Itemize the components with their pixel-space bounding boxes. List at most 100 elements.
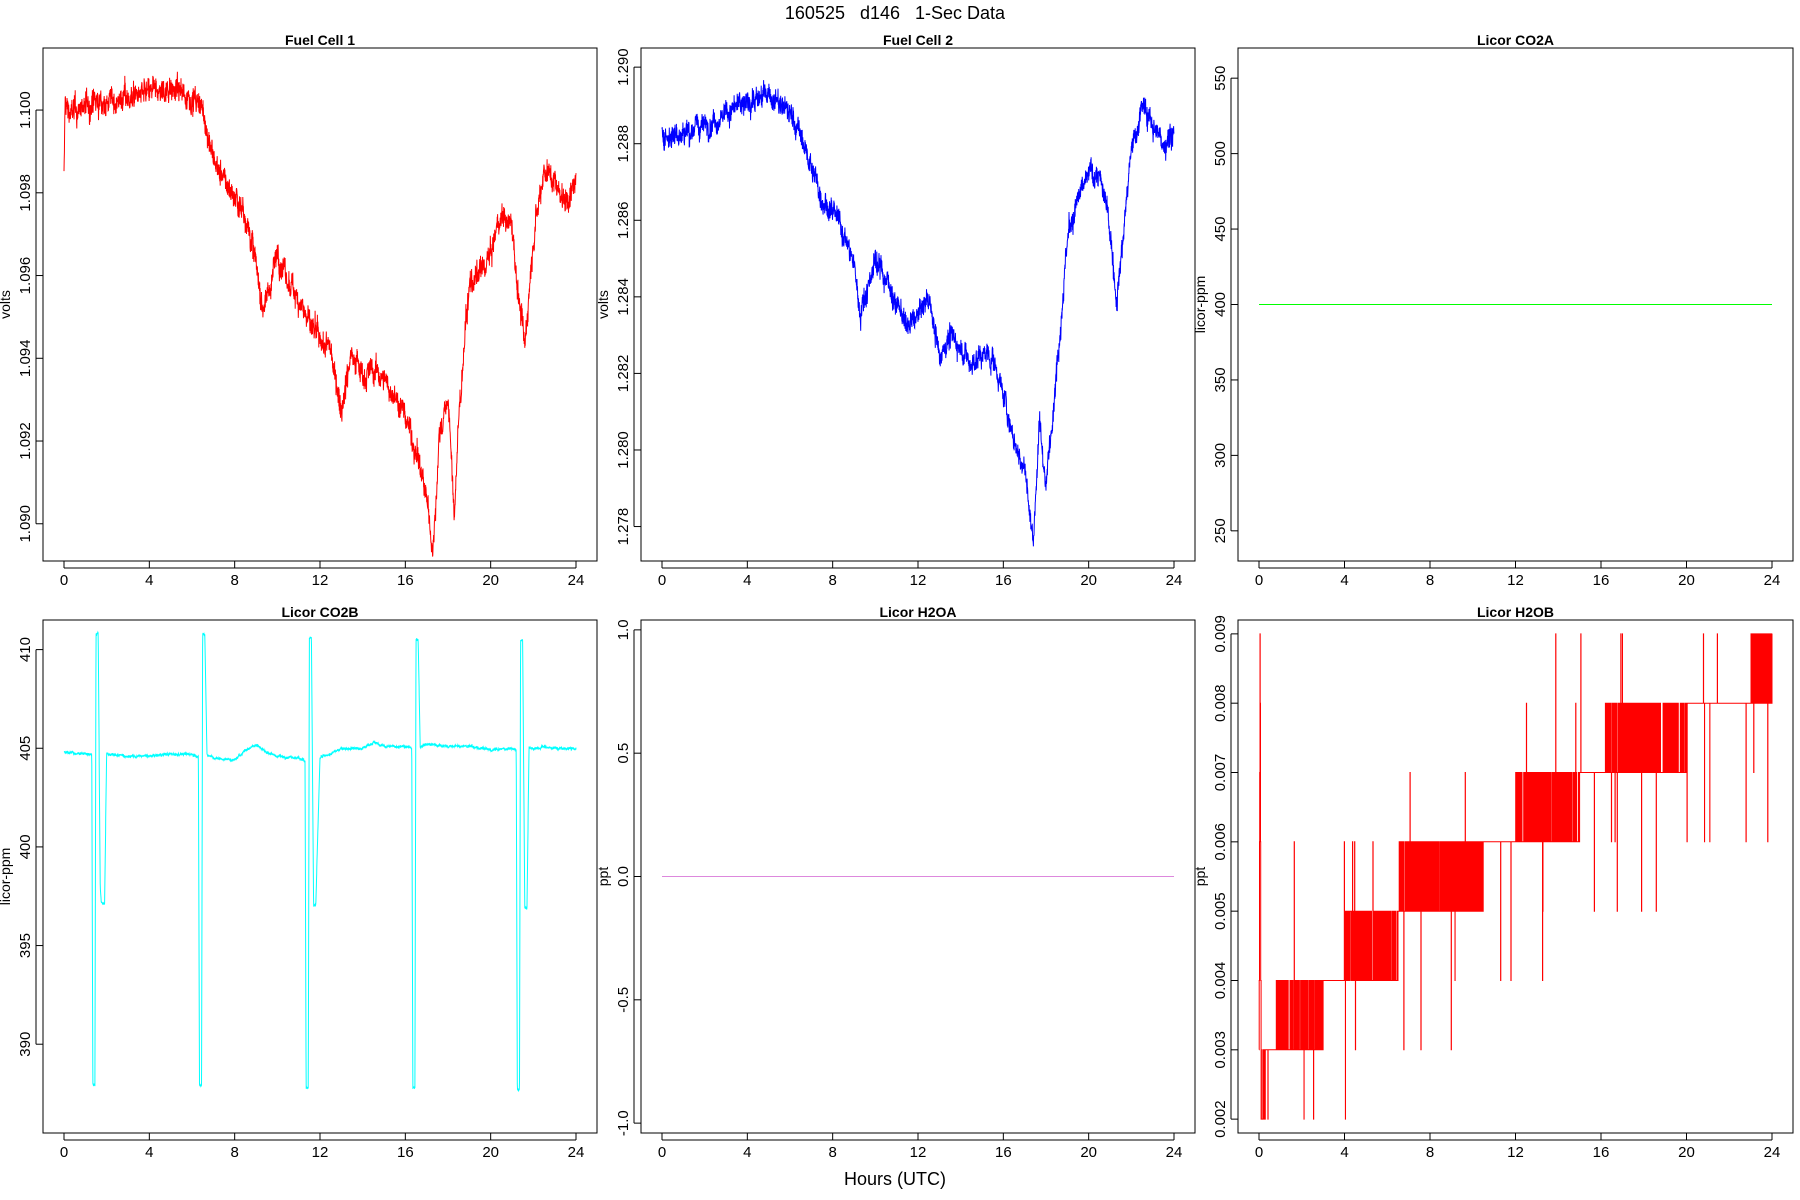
plot-frame — [1237, 619, 1794, 1134]
chart-title: Licor H2OB — [1477, 604, 1554, 620]
series-line — [661, 80, 1175, 547]
x-tick-label: 8 — [828, 1144, 836, 1161]
y-tick-label: 1.0 — [615, 619, 632, 640]
x-tick-label: 4 — [145, 1144, 153, 1161]
x-tick-label: 24 — [1166, 572, 1183, 589]
series-line — [1258, 633, 1773, 1120]
y-tick-label: 1.286 — [615, 202, 632, 240]
y-tick-label: 0.005 — [1212, 892, 1229, 930]
x-tick-label: 0 — [60, 1144, 68, 1161]
x-tick-label: 4 — [743, 1144, 751, 1161]
x-tick-label: 8 — [1426, 572, 1434, 589]
x-tick-label: 4 — [145, 572, 153, 589]
x-tick-label: 0 — [658, 572, 666, 589]
chart-title: Licor CO2B — [281, 604, 358, 620]
x-tick-label: 12 — [1507, 1144, 1524, 1161]
chart-title: Licor H2OA — [879, 604, 956, 620]
y-axis-label: volts — [595, 290, 611, 319]
x-tick-label: 20 — [1678, 572, 1695, 589]
series-line — [63, 71, 577, 557]
chart-panel-1: Fuel Cell 1 volts 0 4 8 12 16 20 24 1.090 1.092 1.0… — [0, 32, 598, 589]
x-tick-label: 24 — [568, 1144, 585, 1161]
series-line — [63, 630, 577, 1093]
x-tick-label: 20 — [1080, 572, 1097, 589]
y-tick-label: 405 — [17, 736, 34, 761]
chart-panel-3: Licor CO2A licor-ppm 0 4 8 12 16 20 24 250 300 350 4… — [1192, 32, 1794, 589]
y-tick-label: 1.090 — [17, 505, 34, 543]
y-tick-label: 250 — [1212, 518, 1229, 543]
chart-title: Licor CO2A — [1477, 32, 1554, 48]
x-tick-label: 16 — [397, 1144, 414, 1161]
x-tick-label: 8 — [230, 1144, 238, 1161]
y-tick-label: 500 — [1212, 141, 1229, 166]
y-tick-label: 1.282 — [615, 355, 632, 393]
x-tick-label: 16 — [1593, 572, 1610, 589]
plot-frame — [42, 619, 598, 1134]
y-tick-label: 0.0 — [615, 866, 632, 887]
y-tick-label: 0.004 — [1212, 962, 1229, 1000]
x-tick-label: 16 — [397, 572, 414, 589]
y-tick-label: 300 — [1212, 443, 1229, 468]
y-tick-label: 0.006 — [1212, 823, 1229, 861]
x-tick-label: 8 — [230, 572, 238, 589]
y-tick-label: 400 — [17, 834, 34, 859]
y-tick-label: 0.009 — [1212, 615, 1229, 653]
x-tick-label: 12 — [312, 572, 329, 589]
x-tick-label: 4 — [1340, 1144, 1348, 1161]
x-tick-label: 24 — [1764, 1144, 1781, 1161]
y-tick-label: 0.5 — [615, 743, 632, 764]
x-tick-label: 4 — [743, 572, 751, 589]
y-axis-label: ppt — [595, 867, 611, 887]
y-tick-label: 410 — [17, 637, 34, 662]
x-tick-label: 0 — [1255, 1144, 1263, 1161]
y-tick-label: 1.096 — [17, 257, 34, 295]
y-tick-label: 395 — [17, 933, 34, 958]
figure-xlabel: Hours (UTC) — [844, 1169, 946, 1189]
x-tick-label: 0 — [1255, 572, 1263, 589]
x-tick-label: 16 — [1593, 1144, 1610, 1161]
x-tick-label: 12 — [312, 1144, 329, 1161]
chart-panel-4: Licor CO2B licor-ppm 0 4 8 12 16 20 24 390 395 400 4… — [0, 604, 598, 1161]
figure-suptitle: 160525 d146 1-Sec Data — [785, 3, 1006, 23]
y-tick-label: 400 — [1212, 292, 1229, 317]
x-tick-label: 0 — [60, 572, 68, 589]
y-tick-label: 550 — [1212, 66, 1229, 91]
y-tick-label: 390 — [17, 1032, 34, 1057]
chart-title: Fuel Cell 1 — [285, 32, 355, 48]
y-axis-label: ppt — [1192, 867, 1208, 887]
y-axis-label: licor-ppm — [1192, 276, 1208, 334]
chart-panel-6: Licor H2OB ppt 0 4 8 12 16 20 24 0.002 0.003 0.004 0… — [1192, 604, 1794, 1161]
x-tick-label: 12 — [1507, 572, 1524, 589]
x-tick-label: 16 — [995, 1144, 1012, 1161]
y-tick-label: 450 — [1212, 217, 1229, 242]
y-tick-label: 1.094 — [17, 340, 34, 378]
y-tick-label: 350 — [1212, 367, 1229, 392]
y-tick-label: 1.288 — [615, 125, 632, 163]
x-tick-label: 8 — [1426, 1144, 1434, 1161]
y-tick-label: -0.5 — [615, 987, 632, 1013]
y-tick-label: 1.098 — [17, 174, 34, 212]
chart-panel-5: Licor H2OA ppt 0 4 8 12 16 20 24 -1.0 -0.5 0.0 0.5 1.… — [595, 604, 1196, 1161]
x-tick-label: 20 — [482, 1144, 499, 1161]
y-tick-label: 1.100 — [17, 91, 34, 129]
y-tick-label: 1.278 — [615, 508, 632, 546]
plot-frame — [640, 47, 1196, 562]
x-tick-label: 24 — [1764, 572, 1781, 589]
y-tick-label: 1.280 — [615, 431, 632, 469]
plot-frame — [42, 47, 598, 562]
x-tick-label: 20 — [482, 572, 499, 589]
x-tick-label: 24 — [568, 572, 585, 589]
x-tick-label: 12 — [910, 572, 927, 589]
y-axis-label: licor-ppm — [0, 848, 13, 906]
y-tick-label: 1.290 — [615, 48, 632, 86]
y-tick-label: 0.007 — [1212, 754, 1229, 792]
chart-panel-2: Fuel Cell 2 volts 0 4 8 12 16 20 24 1.278 1.280 1.2… — [595, 32, 1196, 589]
y-tick-label: 0.003 — [1212, 1031, 1229, 1069]
x-tick-label: 20 — [1678, 1144, 1695, 1161]
x-tick-label: 8 — [828, 572, 836, 589]
x-tick-label: 4 — [1340, 572, 1348, 589]
x-tick-label: 20 — [1080, 1144, 1097, 1161]
y-tick-label: 0.002 — [1212, 1100, 1229, 1138]
y-tick-label: -1.0 — [615, 1110, 632, 1136]
